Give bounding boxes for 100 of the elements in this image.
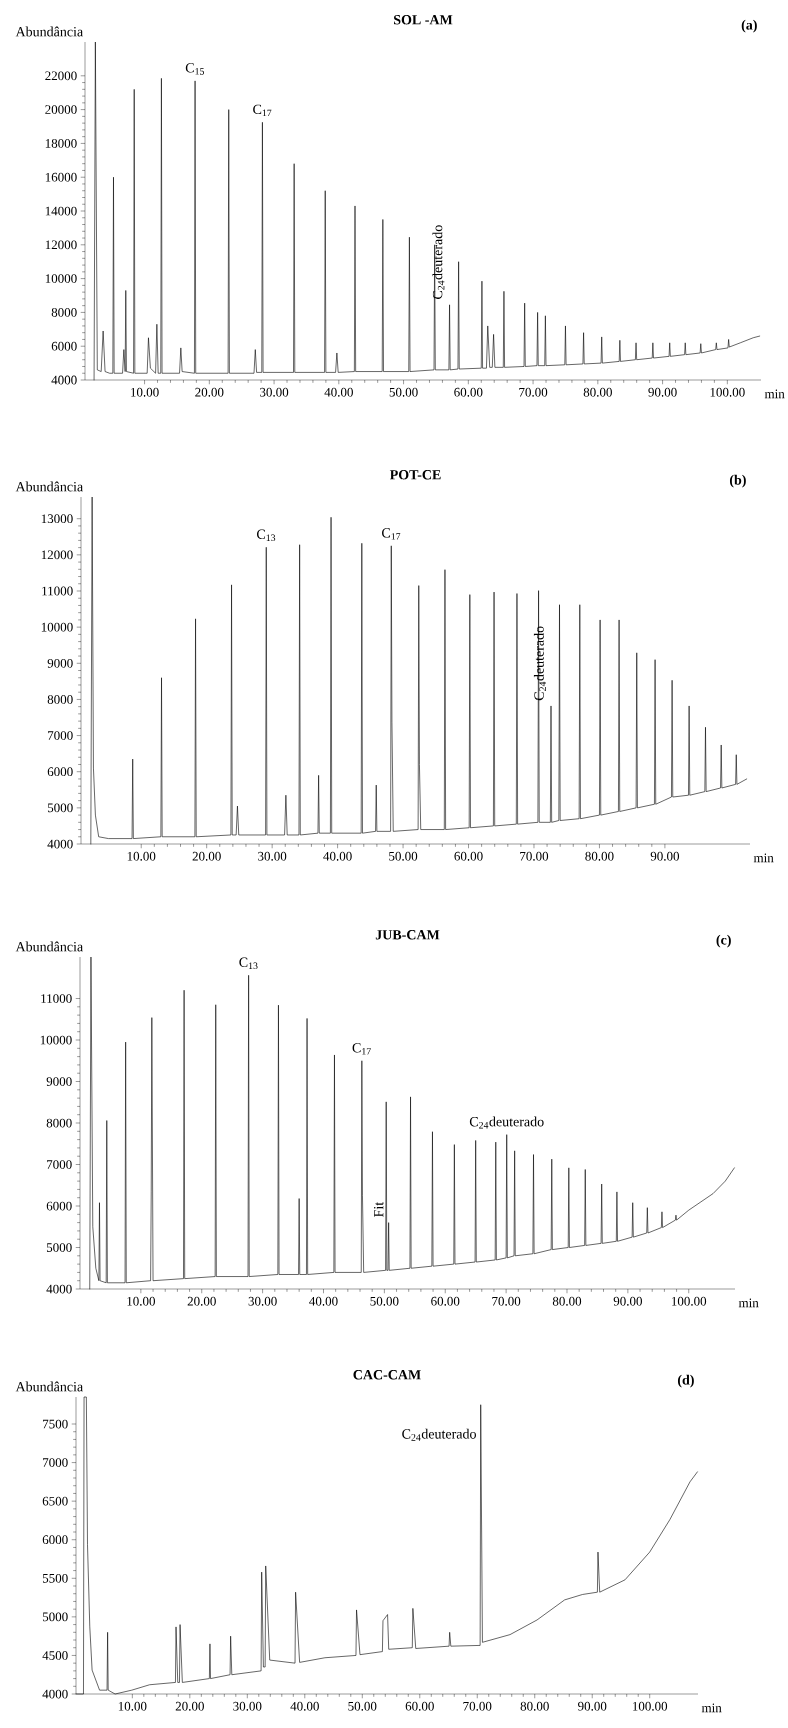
x-tick-label: 40.00 <box>290 1701 319 1711</box>
x-tick-label: 100.00 <box>671 1296 707 1306</box>
y-axis-title: Abundância <box>15 26 83 37</box>
x-tick-label: 60.00 <box>454 851 483 861</box>
y-axis-title: Abundância <box>15 941 83 952</box>
x-tick-label: 10.00 <box>131 387 159 397</box>
y-tick-label: 9000 <box>46 1077 72 1086</box>
x-tick-label: 100.00 <box>632 1701 668 1711</box>
x-tick-label: 10.00 <box>127 1296 155 1306</box>
y-tick-label: 20000 <box>45 105 77 114</box>
chart-title: POT-CE <box>389 470 441 480</box>
y-tick-label: 4000 <box>47 839 73 849</box>
y-tick-label: 8000 <box>46 1118 72 1128</box>
x-tick-label: 70.00 <box>520 851 549 861</box>
x-tick-label: 40.00 <box>309 1296 338 1306</box>
y-tick-label: 8000 <box>51 308 77 317</box>
x-tick-label: 70.00 <box>519 387 548 397</box>
x-tick-label: 90.00 <box>650 851 679 861</box>
x-tick-label: 30.00 <box>258 851 287 861</box>
annotation: Fit <box>373 1201 384 1217</box>
x-tick-label: 50.00 <box>389 851 418 861</box>
x-tick-label: 70.00 <box>492 1296 521 1306</box>
text: (d) <box>677 1374 694 1388</box>
x-tick-label: 20.00 <box>187 1296 216 1306</box>
x-tick-label: 90.00 <box>648 387 677 397</box>
text: (c) <box>716 934 731 948</box>
x-tick-label: 30.00 <box>248 1296 277 1306</box>
annotation: C$_{24}$deuterado <box>533 626 546 701</box>
annotation: C$_{24}$deuterado <box>402 1428 476 1441</box>
x-axis-title: min <box>753 853 774 863</box>
x-tick-label: 30.00 <box>260 387 289 397</box>
chart-title: CAC-CAM <box>353 1370 421 1380</box>
x-tick-label: 10.00 <box>127 851 156 861</box>
y-tick-label: 5500 <box>42 1573 68 1583</box>
y-tick-label: 5000 <box>42 1612 68 1622</box>
y-tick-label: 22000 <box>45 71 77 81</box>
x-tick-label: 80.00 <box>552 1296 582 1306</box>
y-tick-label: 8000 <box>47 695 73 704</box>
x-axis-title: min <box>738 1298 759 1308</box>
x-tick-label: 50.00 <box>348 1701 377 1711</box>
y-axis-title: Abundância <box>15 1381 83 1392</box>
chart-title: SOL -AM <box>393 15 453 25</box>
x-tick-label: 40.00 <box>324 387 353 397</box>
y-tick-label: 4000 <box>51 375 77 385</box>
y-tick-label: 5000 <box>46 1243 72 1252</box>
x-tick-label: 60.00 <box>431 1296 460 1306</box>
y-tick-label: 11000 <box>42 586 73 596</box>
y-axis-title: Abundância <box>15 481 83 492</box>
y-tick-label: 6000 <box>46 1201 72 1211</box>
annotation: C$_{17}$ <box>253 104 272 117</box>
y-tick-label: 4500 <box>42 1651 68 1660</box>
annotation: C$_{15}$ <box>185 63 204 75</box>
y-tick-label: 6000 <box>51 341 77 351</box>
x-tick-label: 100.00 <box>710 387 745 397</box>
y-tick-label: 7000 <box>47 1160 72 1169</box>
x-tick-label: 90.00 <box>613 1296 642 1306</box>
annotation: C$_{13}$ <box>239 957 258 970</box>
x-tick-label: 40.00 <box>323 851 352 861</box>
chart-title: JUB-CAM <box>375 930 440 940</box>
y-tick-label: 7500 <box>43 1419 68 1429</box>
text: (a) <box>741 19 757 33</box>
y-tick-label: 4000 <box>46 1284 72 1294</box>
y-tick-label: 9000 <box>47 658 73 668</box>
annotation: C$_{13}$ <box>256 529 276 542</box>
y-tick-label: 11000 <box>41 994 72 1003</box>
x-tick-label: 80.00 <box>520 1701 549 1711</box>
x-tick-label: 50.00 <box>389 387 418 397</box>
x-axis-title: min <box>701 1703 722 1713</box>
y-tick-label: 6500 <box>42 1496 68 1506</box>
annotation: C$_{24}$deuterado <box>469 1116 544 1129</box>
x-axis-title: min <box>764 389 785 399</box>
y-tick-label: 12000 <box>45 240 77 250</box>
y-tick-label: 4000 <box>42 1689 68 1699</box>
y-tick-label: 10000 <box>41 622 73 632</box>
annotation: C$_{17}$ <box>352 1043 371 1055</box>
x-tick-label: 20.00 <box>195 387 224 397</box>
y-tick-label: 7000 <box>43 1458 68 1467</box>
x-tick-label: 30.00 <box>233 1701 262 1711</box>
y-tick-label: 12000 <box>41 550 73 560</box>
annotation: C$_{24}$deuterado <box>432 225 445 300</box>
y-tick-label: 7000 <box>48 731 73 740</box>
x-tick-label: 50.00 <box>370 1296 399 1306</box>
x-tick-label: 90.00 <box>578 1701 607 1711</box>
x-tick-label: 80.00 <box>583 387 612 397</box>
text: (b) <box>729 474 746 488</box>
x-tick-label: 20.00 <box>175 1701 204 1711</box>
y-tick-label: 6000 <box>42 1535 68 1545</box>
y-tick-label: 5000 <box>47 803 73 813</box>
annotation: C$_{17}$ <box>382 528 401 540</box>
x-tick-label: 60.00 <box>454 387 483 397</box>
y-tick-label: 16000 <box>45 172 77 182</box>
y-tick-label: 6000 <box>47 767 73 777</box>
y-tick-label: 14000 <box>45 206 77 216</box>
x-tick-label: 70.00 <box>463 1701 492 1711</box>
y-tick-label: 10000 <box>45 274 77 283</box>
y-tick-label: 18000 <box>45 139 77 148</box>
x-tick-label: 20.00 <box>192 851 221 861</box>
y-tick-label: 10000 <box>40 1035 72 1045</box>
y-tick-label: 13000 <box>41 514 73 524</box>
x-tick-label: 80.00 <box>585 851 614 861</box>
